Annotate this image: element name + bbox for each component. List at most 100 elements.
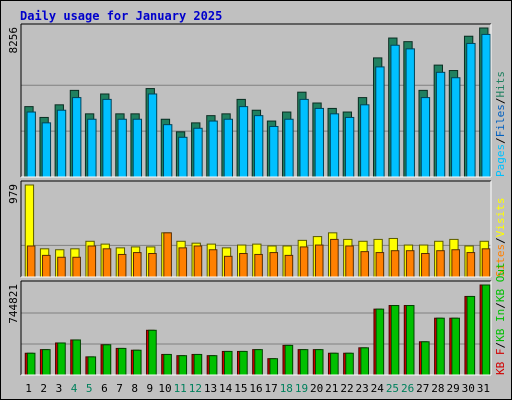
pages-bar (178, 136, 188, 178)
kb-in-bar (299, 349, 309, 376)
pages-bar (132, 118, 143, 178)
sites-bar (314, 244, 324, 278)
legend-hits: Hits (494, 71, 507, 98)
kb-in-bar (102, 344, 112, 376)
x-tick-label: 6 (101, 382, 108, 395)
x-tick-label: 17 (265, 382, 278, 395)
pages-bar (360, 104, 370, 178)
legend-visits: Visits (494, 198, 507, 238)
sites-bar (421, 253, 430, 278)
kb-in-bar (421, 341, 430, 376)
x-tick-label: 21 (325, 382, 338, 395)
legend-kb-in: KB In (494, 309, 507, 342)
kb-in-bar (436, 317, 445, 376)
legend-separator: / (494, 302, 507, 309)
panel-1-max-label: 8256 (7, 27, 20, 54)
legend-sites: Sites (494, 244, 507, 277)
x-tick-label: 24 (371, 382, 385, 395)
kb-in-bar (72, 339, 81, 376)
sites-bar (466, 252, 476, 278)
x-tick-label: 4 (71, 382, 78, 395)
kb-in-bar (330, 352, 339, 376)
pages-bar (481, 33, 491, 178)
legend-separator: / (494, 237, 507, 244)
sites-bar (148, 253, 157, 278)
pages-bar (314, 107, 324, 178)
sites-bar (132, 252, 142, 278)
kb-in-bar (57, 342, 66, 376)
sites-bar (72, 256, 81, 278)
x-tick-label: 20 (310, 382, 323, 395)
x-tick-label: 2 (40, 382, 47, 395)
legend-kb-f: KB F (494, 349, 507, 376)
panel-1-legend: Pages/Files/Hits (494, 71, 507, 177)
sites-bar (193, 245, 203, 278)
sites-bar (163, 232, 172, 278)
kb-in-bar (345, 352, 354, 376)
x-tick-label: 28 (431, 382, 444, 395)
sites-bar (269, 252, 279, 278)
kb-in-bar (148, 329, 157, 376)
kb-in-bar (163, 353, 172, 376)
pages-bar (390, 44, 400, 178)
sites-bar (178, 247, 188, 278)
pages-bar (147, 93, 158, 178)
x-tick-label: 7 (116, 382, 123, 395)
pages-bar (466, 42, 476, 178)
legend-separator: / (494, 98, 507, 105)
kb-in-bar (254, 349, 263, 376)
pages-bar (405, 48, 415, 178)
kb-in-bar (451, 317, 460, 376)
chart-title: Daily usage for January 2025 (20, 9, 222, 23)
pages-bar (284, 118, 294, 178)
x-tick-label: 31 (477, 382, 490, 395)
kb-in-bar (390, 305, 400, 376)
pages-bar (72, 97, 82, 178)
pages-bar (451, 77, 461, 178)
sites-bar (223, 255, 233, 278)
sites-bar (345, 245, 354, 278)
sites-bar (390, 250, 400, 278)
pages-bar (193, 127, 203, 178)
kb-in-bar (178, 355, 188, 376)
sites-bar (481, 248, 491, 278)
kb-in-bar (466, 295, 476, 376)
sites-bar (330, 238, 339, 278)
sites-bar (102, 248, 112, 278)
kb-in-bar (239, 350, 248, 376)
pages-bar (253, 115, 264, 178)
pages-bar (223, 118, 233, 178)
sites-bar (375, 252, 385, 278)
x-tick-label: 12 (189, 382, 202, 395)
pages-bar (208, 120, 218, 178)
kb-in-bar (87, 356, 97, 376)
legend-files: Files (494, 104, 507, 137)
kb-in-bar (269, 358, 279, 376)
x-tick-label: 29 (446, 382, 459, 395)
x-tick-label: 16 (249, 382, 262, 395)
kb-in-bar (314, 349, 324, 376)
pages-bar (238, 106, 249, 178)
x-tick-label: 27 (416, 382, 429, 395)
panel-3-legend: KB F/KB In/KB Out (494, 262, 507, 375)
kb-in-bar (360, 347, 369, 376)
x-tick-label: 5 (86, 382, 93, 395)
x-tick-label: 26 (401, 382, 414, 395)
x-tick-label: 8 (131, 382, 138, 395)
x-tick-label: 15 (234, 382, 247, 395)
pages-bar (420, 97, 431, 178)
pages-bar (117, 118, 127, 178)
kb-in-bar (223, 350, 233, 376)
kb-in-bar (375, 308, 385, 376)
kb-in-bar (26, 352, 36, 376)
kb-in-bar (405, 305, 415, 376)
pages-bar (269, 125, 279, 178)
sites-bar (239, 253, 248, 278)
panel-2-max-label: 979 (7, 184, 20, 204)
legend-separator: / (494, 137, 507, 144)
x-tick-label: 11 (174, 382, 187, 395)
kb-in-bar (208, 355, 218, 376)
sites-bar (57, 256, 66, 278)
